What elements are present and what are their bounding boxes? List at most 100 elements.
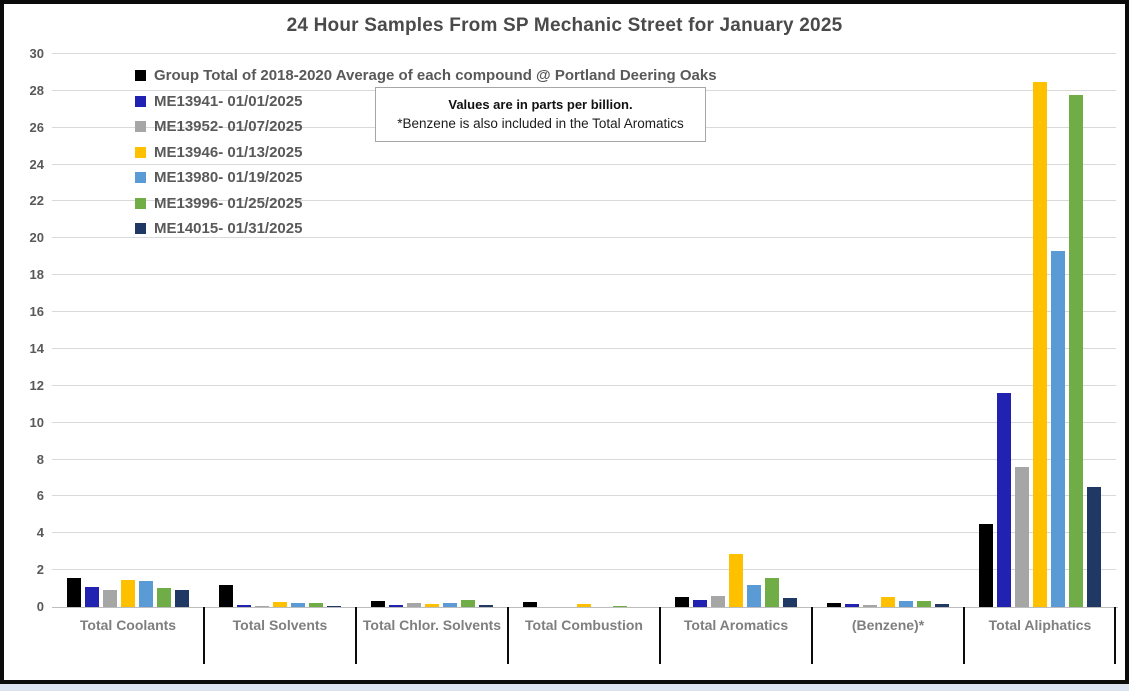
legend-item: ME13980- 01/19/2025	[135, 165, 717, 191]
gridline	[52, 532, 1116, 534]
y-axis-label: 18	[29, 267, 44, 283]
y-axis-label: 12	[29, 377, 44, 393]
plot-groups	[52, 54, 1116, 607]
bar	[783, 597, 797, 607]
bar	[461, 599, 475, 607]
bar	[1015, 466, 1029, 607]
y-axis-label: 20	[29, 230, 44, 246]
category-divider	[963, 607, 965, 664]
bar	[443, 603, 457, 607]
legend-label: ME13980- 01/19/2025	[154, 169, 303, 187]
gridline	[52, 347, 1116, 349]
bar	[693, 599, 707, 607]
gridline	[52, 569, 1116, 571]
legend-swatch-icon	[135, 223, 146, 235]
bar	[899, 601, 913, 607]
category-label: Total Aromatics	[683, 617, 789, 633]
note-line-2: *Benzene is also included in the Total A…	[397, 116, 684, 131]
gridline	[52, 200, 1116, 202]
bar	[139, 581, 153, 607]
category-divider	[203, 607, 205, 664]
category-divider	[1114, 607, 1116, 664]
legend-item: ME13946- 01/13/2025	[135, 140, 717, 166]
category-label: Total Aliphatics	[988, 617, 1092, 633]
bar	[997, 393, 1011, 607]
bar-group	[204, 54, 356, 607]
bar	[309, 603, 323, 607]
bar	[523, 602, 537, 607]
legend-swatch-icon	[135, 95, 146, 107]
chart-area: 24 Hour Samples From SP Mechanic Street …	[4, 4, 1125, 680]
y-axis-label: 22	[29, 193, 44, 209]
y-axis-label: 6	[36, 488, 44, 504]
bar	[1069, 94, 1083, 607]
y-axis-label: 28	[29, 82, 44, 98]
y-axis-label: 30	[29, 46, 44, 61]
bar	[935, 604, 949, 607]
legend-item: ME13996- 01/25/2025	[135, 191, 717, 217]
bar	[407, 603, 421, 607]
legend-swatch-icon	[135, 146, 146, 158]
chart-title: 24 Hour Samples From SP Mechanic Street …	[286, 15, 843, 36]
bar	[979, 524, 993, 607]
bar-group	[812, 54, 964, 607]
bar	[881, 596, 895, 607]
y-axis-label: 14	[29, 340, 44, 356]
legend-label: ME13952- 01/07/2025	[154, 118, 303, 136]
category-label: Total Solvents	[232, 617, 328, 633]
legend-label: ME13996- 01/25/2025	[154, 194, 303, 212]
category-divider	[355, 607, 357, 664]
bar	[67, 578, 81, 607]
legend-swatch-icon	[135, 197, 146, 209]
bar	[371, 600, 385, 607]
bar	[157, 587, 171, 607]
bar-group	[52, 54, 204, 607]
bar-group	[508, 54, 660, 607]
bar	[863, 605, 877, 607]
bar	[121, 580, 135, 607]
y-axis-label: 24	[29, 156, 44, 172]
legend-label: ME13946- 01/13/2025	[154, 143, 303, 161]
note-box: Values are in parts per billion. *Benzen…	[375, 87, 706, 142]
legend-item: ME13941- 01/01/2025	[135, 89, 717, 115]
y-axis-label: 10	[29, 414, 44, 430]
y-axis-label: 4	[36, 525, 44, 541]
gridline	[52, 421, 1116, 423]
category-divider	[811, 607, 813, 664]
legend-label: ME13941- 01/01/2025	[154, 92, 303, 110]
y-axis-label: 8	[36, 451, 44, 467]
bar	[675, 596, 689, 607]
category-label: Total Coolants	[79, 617, 177, 633]
legend-swatch-icon	[135, 121, 146, 133]
gridline	[52, 53, 1116, 54]
bar	[103, 590, 117, 607]
note-line-1: Values are in parts per billion.	[448, 97, 633, 112]
gridline	[52, 458, 1116, 460]
bar	[917, 601, 931, 607]
legend-item: Group Total of 2018-2020 Average of each…	[135, 63, 717, 89]
x-axis: Total Coolants Total Solvents Total Chlor.…	[52, 617, 1116, 633]
bar	[85, 586, 99, 607]
legend-item: ME14015- 01/31/2025	[135, 216, 717, 242]
bar	[747, 584, 761, 607]
category-label: (Benzene)*	[851, 617, 925, 633]
category-label: Total Combustion	[525, 617, 643, 633]
bar	[1051, 251, 1065, 607]
gridline	[52, 311, 1116, 313]
bar	[1033, 81, 1047, 607]
bar-group	[964, 54, 1116, 607]
bar-group	[660, 54, 812, 607]
category-divider	[659, 607, 661, 664]
gridline	[52, 237, 1116, 239]
y-axis-label: 2	[36, 562, 44, 578]
bar	[765, 578, 779, 607]
legend-label: ME14015- 01/31/2025	[154, 220, 303, 238]
gridline	[52, 384, 1116, 386]
bar	[327, 606, 341, 607]
bar	[845, 604, 859, 607]
bar	[711, 595, 725, 607]
y-axis-label: 26	[29, 119, 44, 135]
legend-label: Group Total of 2018-2020 Average of each…	[154, 67, 717, 85]
